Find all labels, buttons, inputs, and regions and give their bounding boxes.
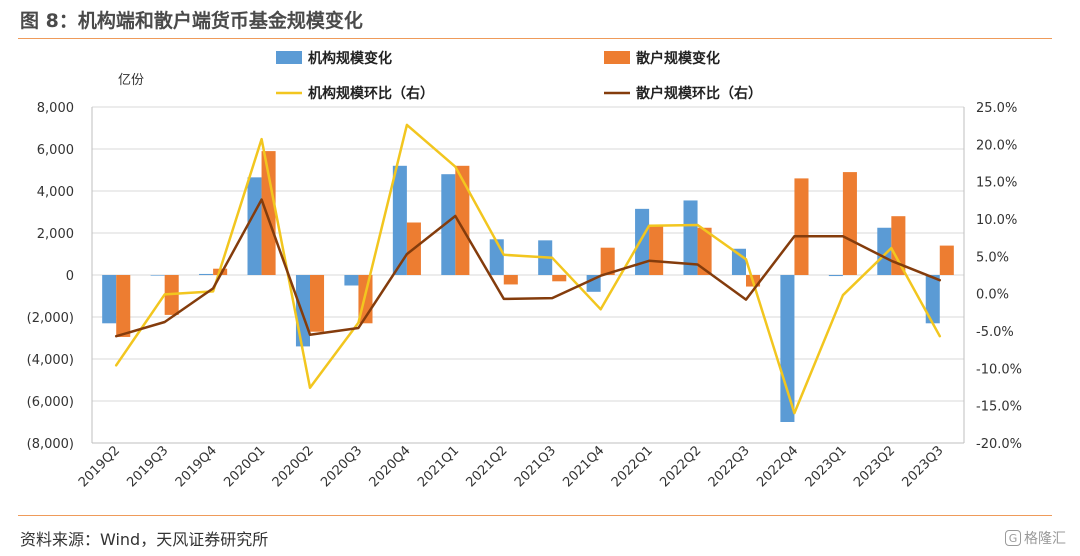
x-tick-label: 2022Q4	[754, 443, 801, 490]
x-tick-label: 2022Q3	[706, 443, 753, 490]
institution-change-bar	[199, 273, 214, 275]
x-tick-label: 2021Q2	[464, 443, 511, 490]
institution-change-bar	[828, 275, 843, 277]
right-tick-label: -10.0%	[976, 362, 1022, 377]
right-tick-label: 20.0%	[976, 138, 1017, 153]
left-tick-label: 2,000	[37, 227, 74, 242]
retail-change-bar	[842, 172, 857, 275]
x-tick-label: 2021Q4	[560, 443, 607, 490]
x-tick-label: 2019Q2	[76, 443, 123, 490]
retail-change-bar	[552, 275, 567, 282]
institution-change-bar	[441, 174, 456, 275]
x-tick-label: 2019Q4	[173, 443, 220, 490]
line-series	[114, 123, 942, 415]
x-tick-label: 2022Q2	[657, 443, 704, 490]
left-tick-label: 6,000	[37, 143, 74, 158]
institution-change-bar	[295, 275, 310, 347]
left-tick-label: (2,000)	[27, 311, 74, 326]
left-tick-label: (6,000)	[27, 395, 74, 410]
retail-change-bar	[261, 151, 276, 275]
x-tick-label: 2023Q3	[900, 443, 947, 490]
retail-change-bar	[116, 275, 131, 337]
institution-change-bar	[102, 275, 117, 324]
institution-change-bar	[635, 208, 650, 275]
institution-change-bar	[247, 177, 262, 275]
institution-change-bar	[150, 275, 165, 276]
retail-change-bar	[649, 224, 664, 275]
left-tick-label: (8,000)	[27, 437, 74, 452]
chart-title: 图 8：机构端和散户端货币基金规模变化	[20, 10, 363, 32]
retail-change-bar	[697, 227, 712, 275]
right-tick-label: -20.0%	[976, 437, 1022, 452]
institution-change-bar	[683, 200, 698, 275]
legend-label: 散户规模环比（右）	[636, 85, 762, 102]
chart-canvas: 8,000 6,000 4,000 2,000 0 (2,000) (4,000) (6,00…	[27, 50, 1022, 490]
legend-label: 机构规模环比（右）	[308, 85, 434, 102]
institution-qoq-line	[114, 123, 942, 415]
legend-label: 散户规模变化	[636, 50, 720, 67]
legend-label: 机构规模变化	[308, 50, 392, 67]
right-tick-label: 0.0%	[976, 288, 1009, 303]
x-tick-label: 2021Q1	[415, 443, 462, 490]
right-tick-label: 25.0%	[976, 101, 1017, 116]
x-tick-label: 2022Q1	[609, 443, 656, 490]
left-axis-unit: 亿份	[118, 73, 144, 88]
x-tick-label: 2020Q4	[367, 443, 414, 490]
institution-change-bar	[780, 275, 795, 422]
right-tick-label: 5.0%	[976, 250, 1009, 265]
x-tick-label: 2021Q3	[512, 443, 559, 490]
institution-change-bar	[877, 227, 892, 275]
retail-change-bar	[794, 178, 809, 275]
watermark-text: 格隆汇	[1024, 531, 1066, 547]
retail-change-bar	[600, 247, 615, 275]
x-tick-label: 2020Q3	[318, 443, 365, 490]
institution-change-bar	[344, 275, 359, 286]
left-tick-label: 4,000	[37, 185, 74, 200]
right-tick-label: -5.0%	[976, 325, 1014, 340]
institution-change-bar	[731, 248, 746, 275]
retail-change-bar	[503, 275, 518, 285]
left-tick-label: 0	[66, 269, 74, 284]
bottom-divider	[18, 515, 1052, 516]
watermark-logo-icon: G	[1005, 530, 1021, 546]
retail-change-bar	[939, 245, 954, 275]
right-tick-label: 15.0%	[976, 176, 1017, 191]
source-note: 资料来源：Wind，天风证券研究所	[20, 530, 269, 549]
legend-swatch-institution-bar	[276, 51, 302, 64]
institution-change-bar	[392, 165, 407, 275]
retail-change-bar	[310, 275, 325, 332]
retail-change-bar	[891, 216, 906, 275]
top-divider	[18, 38, 1052, 39]
institution-change-bar	[925, 275, 940, 324]
retail-qoq-line	[114, 198, 942, 338]
institution-change-bar	[586, 275, 601, 292]
right-tick-label: 10.0%	[976, 213, 1017, 228]
left-tick-label: 8,000	[37, 101, 74, 116]
x-tick-label: 2019Q3	[124, 443, 171, 490]
left-tick-label: (4,000)	[27, 353, 74, 368]
watermark: G 格隆汇	[1005, 528, 1066, 548]
right-tick-label: -15.0%	[976, 400, 1022, 415]
x-tick-label: 2020Q1	[221, 443, 268, 490]
legend-swatch-retail-bar	[604, 51, 630, 64]
retail-change-bar	[455, 165, 470, 275]
bar-series	[102, 151, 954, 422]
x-tick-label: 2020Q2	[270, 443, 317, 490]
x-tick-label: 2023Q1	[803, 443, 850, 490]
institution-change-bar	[489, 239, 504, 275]
x-tick-label: 2023Q2	[851, 443, 898, 490]
